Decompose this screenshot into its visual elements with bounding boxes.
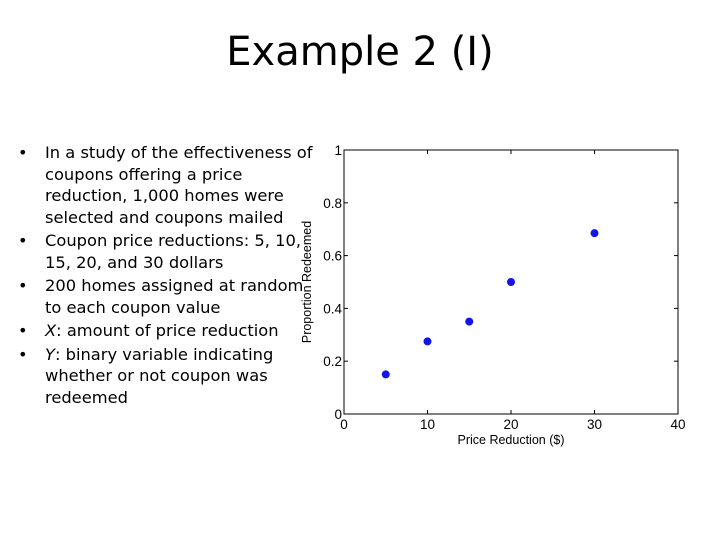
x-tick-labels: 0 10 20 30 40 <box>340 417 685 432</box>
bullet-item: • X: amount of price reduction <box>18 320 318 342</box>
bullet-text: Coupon price reductions: 5, 10, 15, 20, … <box>45 231 302 272</box>
data-point <box>590 229 599 238</box>
bullet-text: 200 homes assigned at random to each cou… <box>45 276 304 317</box>
scatter-chart: 0 10 20 30 40 0 0.2 0.4 0.6 0.8 1 Price Reduction… <box>296 136 696 456</box>
bullet-text: : binary variable indicating whether or … <box>45 344 274 407</box>
x-tick-label: 30 <box>587 417 602 432</box>
bullet-marker: • <box>18 231 28 250</box>
bullet-list: • In a study of the effectiveness of coup… <box>18 142 318 410</box>
chart-svg: 0 10 20 30 40 0 0.2 0.4 0.6 0.8 1 Price Reduction… <box>300 143 686 447</box>
x-axis-label: Price Reduction ($) <box>458 433 565 447</box>
y-tick-label: 0.8 <box>323 196 342 211</box>
bullet-item: • 200 homes assigned at random to each co… <box>18 275 318 318</box>
slide-title: Example 2 (I) <box>226 29 494 75</box>
bullet-marker: • <box>18 344 28 364</box>
y-tick-label: 0.2 <box>323 354 342 369</box>
y-tick-labels: 0 0.2 0.4 0.6 0.8 1 <box>323 143 342 422</box>
y-tick-label: 0 <box>334 407 342 422</box>
bullet-item: • In a study of the effectiveness of coup… <box>18 142 318 228</box>
y-axis-label: Proportion Redeemed <box>300 221 314 343</box>
data-point <box>423 337 432 346</box>
bullet-marker: • <box>18 276 28 295</box>
data-point <box>381 370 390 379</box>
y-tick-label: 0.6 <box>323 249 342 264</box>
x-tick-label: 0 <box>340 417 348 432</box>
bullet-variable: X <box>45 321 57 340</box>
x-tick-label: 10 <box>420 417 435 432</box>
x-tick-label: 20 <box>503 417 518 432</box>
x-tick-label: 40 <box>670 417 685 432</box>
bullet-text: In a study of the effectiveness of coupo… <box>45 143 313 227</box>
bullet-text: : amount of price reduction <box>56 321 279 340</box>
y-tick-label: 0.4 <box>323 301 342 316</box>
data-point <box>507 278 515 286</box>
bullet-variable: Y <box>45 344 55 364</box>
bullet-marker: • <box>18 143 28 162</box>
data-point <box>465 317 474 326</box>
y-tick-label: 1 <box>334 143 342 158</box>
data-points <box>381 229 599 379</box>
bullet-item: • Coupon price reductions: 5, 10, 15, 20,… <box>18 230 318 273</box>
bullet-item: • Y: binary variable indicating whether o… <box>18 344 318 409</box>
plot-area-frame <box>343 149 679 415</box>
bullet-marker: • <box>18 321 28 340</box>
